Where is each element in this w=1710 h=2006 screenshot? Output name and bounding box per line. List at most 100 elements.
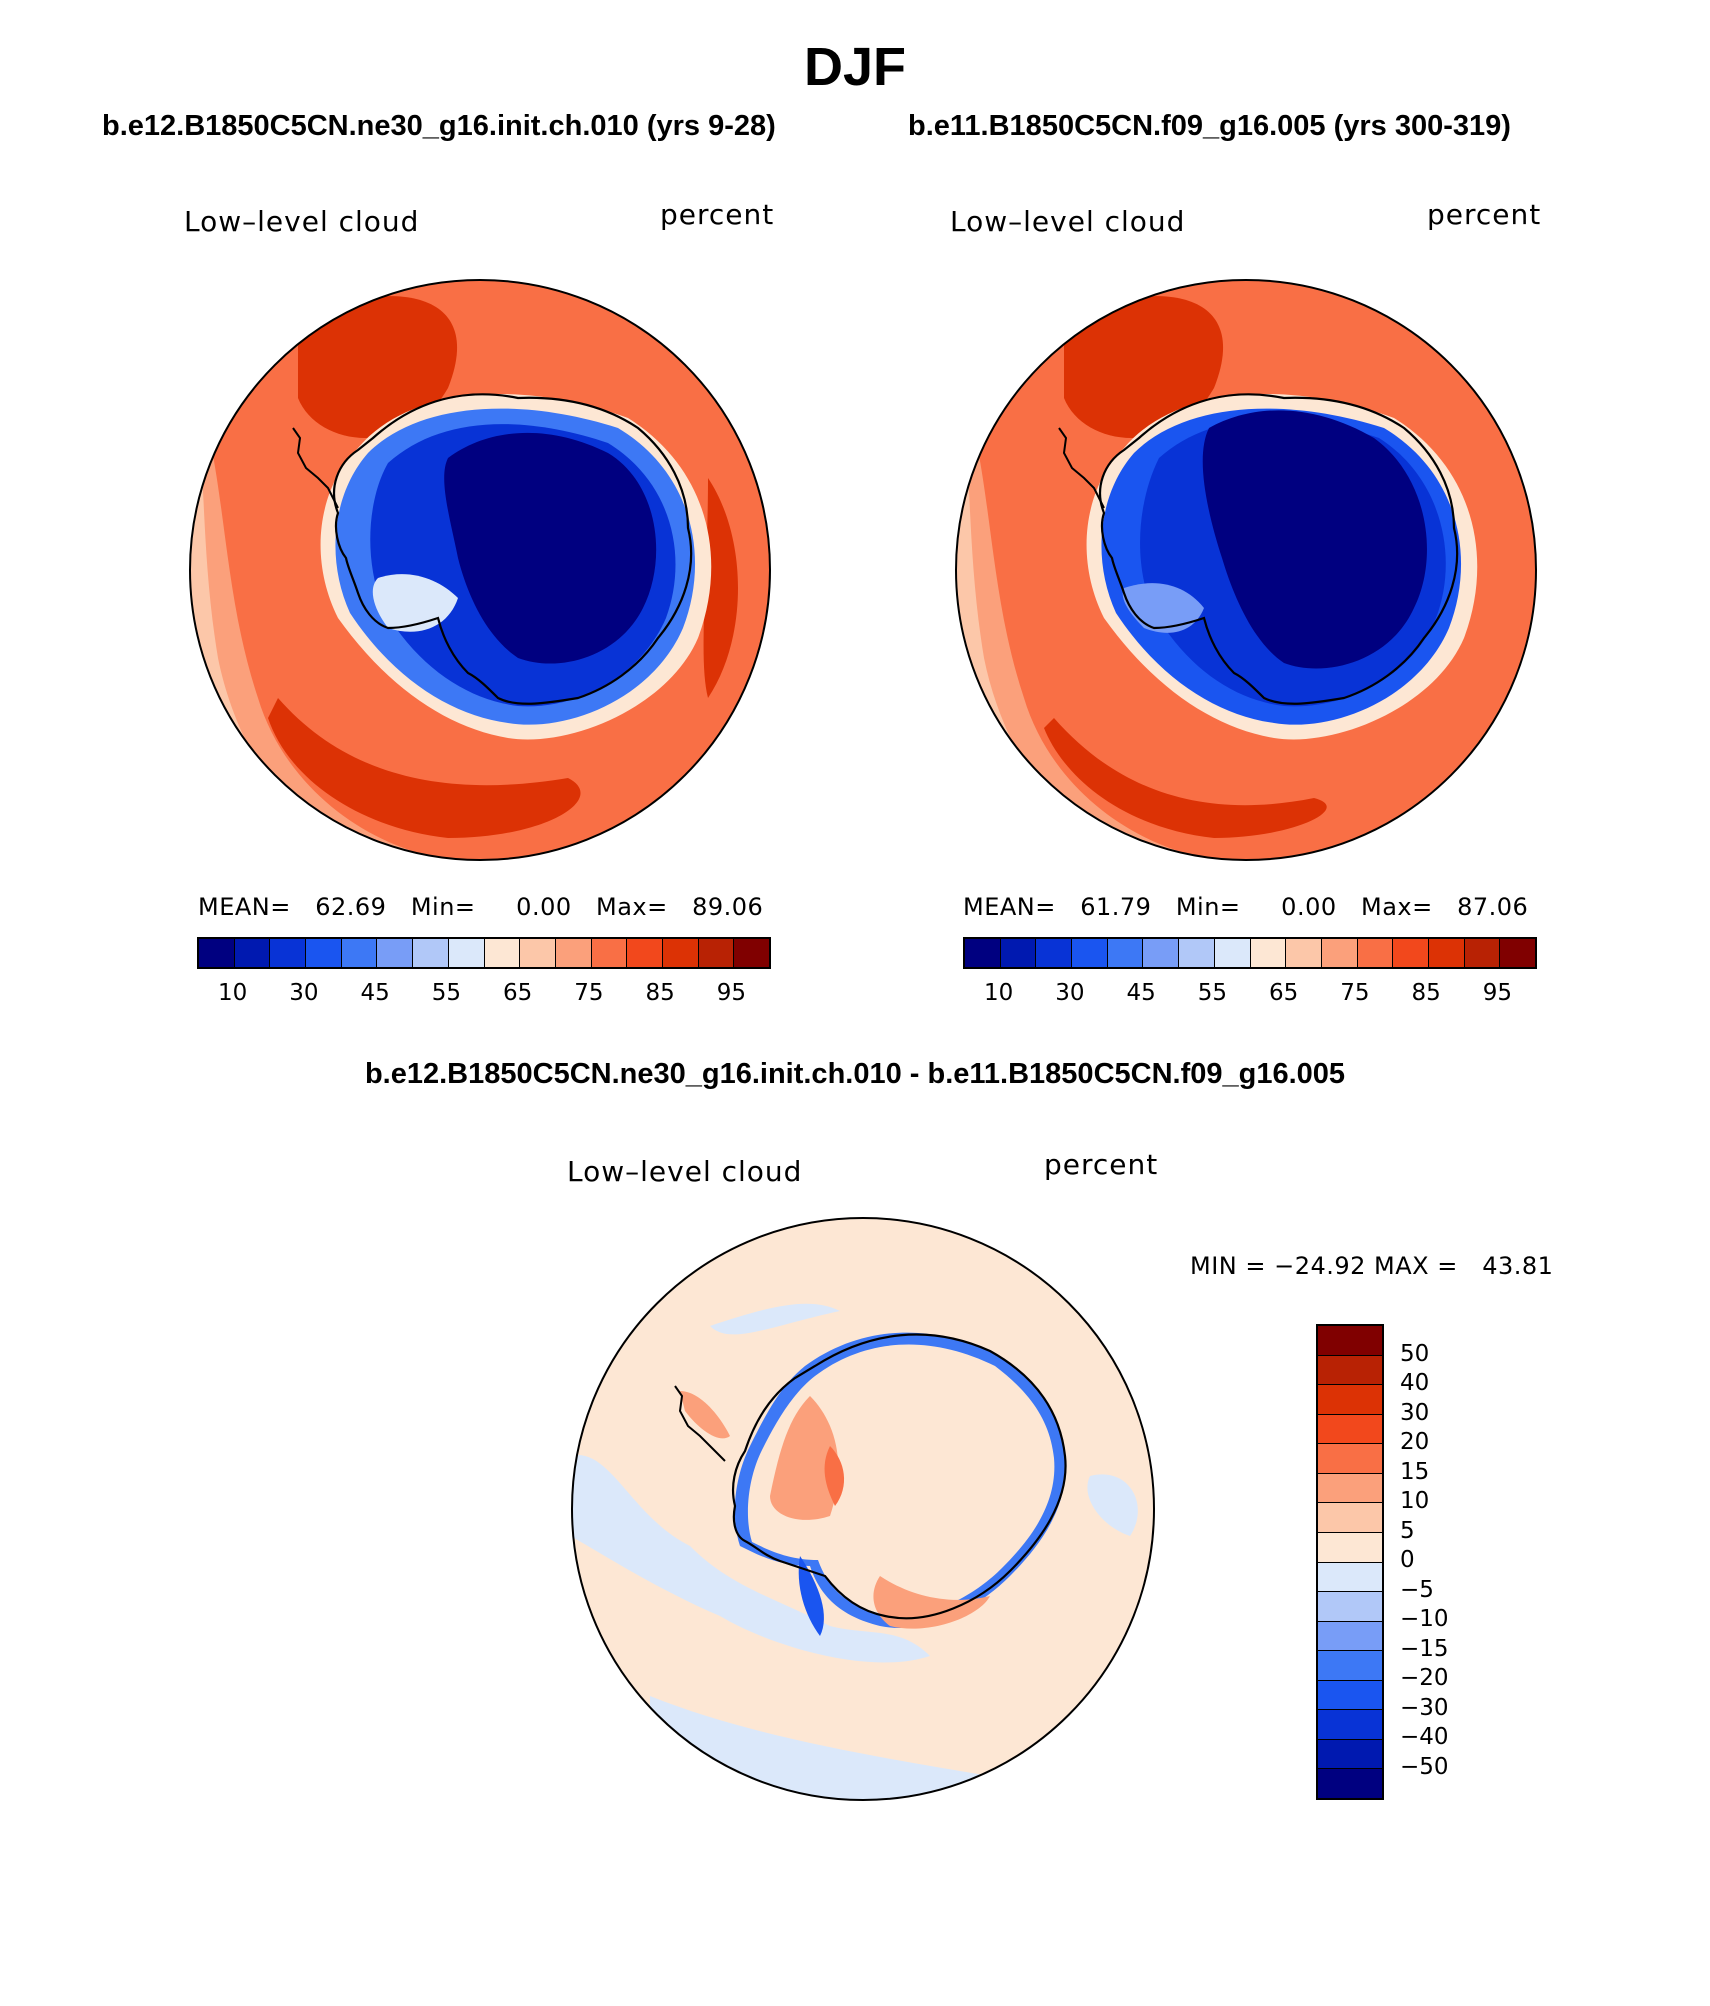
antarctic-coastline <box>1099 393 1459 705</box>
page-title: DJF <box>803 37 906 97</box>
colorbar-tick-label: 95 <box>1482 980 1513 1006</box>
map-boundary-circle <box>955 279 1537 861</box>
colorbar-swatch <box>1318 1326 1382 1356</box>
colorbar-swatch <box>1214 939 1251 967</box>
colorbar-swatch <box>627 939 663 967</box>
colorbar-tick-label: 75 <box>1340 980 1370 1006</box>
colorbar-tick-label: 10 <box>1400 1488 1430 1514</box>
left-colorbar-ticks: 10 30 45 55 65 75 85 95 <box>197 980 767 1010</box>
colorbar-swatch <box>1318 1503 1382 1533</box>
colorbar-tick-label: −20 <box>1400 1665 1449 1691</box>
colorbar-swatch <box>1318 1562 1382 1593</box>
colorbar-tick-label: 55 <box>431 980 462 1006</box>
colorbar-tick-label: 10 <box>983 980 1014 1006</box>
colorbar-swatch <box>1318 1680 1382 1711</box>
colorbar-swatch <box>555 939 592 967</box>
colorbar-swatch <box>1318 1473 1382 1504</box>
colorbar-swatch <box>1500 939 1535 967</box>
colorbar-tick-label: 15 <box>1400 1458 1430 1485</box>
peninsula-coastline <box>674 1385 726 1462</box>
difference-units-label: percent <box>1044 1148 1159 1181</box>
colorbar-swatch <box>662 939 699 967</box>
colorbar-swatch <box>1428 939 1465 967</box>
colorbar-tick-label: 85 <box>645 980 675 1006</box>
colorbar-tick-label: −40 <box>1400 1724 1449 1750</box>
antarctic-coastline <box>333 393 693 705</box>
map-boundary-circle <box>189 279 771 861</box>
left-stats: MEAN= 62.69 Min= 0.00 Max= 89.06 <box>198 893 764 921</box>
colorbar-tick-label: 45 <box>360 980 390 1006</box>
colorbar-tick-label: −15 <box>1400 1635 1449 1662</box>
colorbar-swatch <box>1286 939 1322 967</box>
right-colorbar-ticks: 10 30 45 55 65 75 85 95 <box>963 980 1533 1010</box>
colorbar-swatch <box>1321 939 1358 967</box>
colorbar-tick-label: 0 <box>1400 1547 1415 1573</box>
colorbar-swatch <box>413 939 449 967</box>
colorbar-swatch <box>1318 1769 1382 1798</box>
colorbar-tick-label: 30 <box>1400 1399 1430 1426</box>
colorbar-tick-label: 50 <box>1400 1340 1430 1367</box>
left-polar-map <box>189 279 771 861</box>
colorbar-swatch <box>1318 1739 1382 1770</box>
colorbar-swatch <box>965 939 1001 967</box>
colorbar-tick-label: 65 <box>502 980 533 1006</box>
colorbar-tick-label: 65 <box>1268 980 1299 1006</box>
difference-polar-map <box>571 1217 1155 1801</box>
colorbar-swatch <box>1357 939 1394 967</box>
right-variable-label: Low–level cloud <box>950 205 1186 238</box>
colorbar-tick-label: 95 <box>716 980 747 1006</box>
colorbar-swatch <box>234 939 271 967</box>
colorbar-tick-label: 40 <box>1400 1370 1430 1396</box>
colorbar-tick-label: 85 <box>1411 980 1441 1006</box>
colorbar-swatch <box>1318 1651 1382 1681</box>
colorbar-tick-label: −30 <box>1400 1694 1449 1721</box>
colorbar-swatch <box>1318 1592 1382 1622</box>
colorbar-tick-label: −5 <box>1400 1576 1434 1603</box>
peninsula-coastline <box>1058 427 1105 509</box>
colorbar-swatch <box>591 939 628 967</box>
colorbar-tick-label: −50 <box>1400 1753 1449 1780</box>
colorbar-swatch <box>1393 939 1429 967</box>
colorbar-swatch <box>1318 1710 1382 1740</box>
colorbar-swatch <box>1250 939 1287 967</box>
colorbar-swatch <box>1318 1385 1382 1415</box>
peninsula-coastline <box>292 427 339 509</box>
colorbar-tick-label: 75 <box>574 980 604 1006</box>
colorbar-swatch <box>484 939 521 967</box>
colorbar-swatch <box>1318 1414 1382 1445</box>
right-case-title: b.e11.B1850C5CN.f09_g16.005 (yrs 300-319… <box>908 110 1511 142</box>
colorbar-swatch <box>1143 939 1180 967</box>
difference-title: b.e12.B1850C5CN.ne30_g16.init.ch.010 - b… <box>364 1058 1346 1090</box>
colorbar-swatch <box>1318 1355 1382 1386</box>
colorbar-swatch <box>199 939 235 967</box>
colorbar-swatch <box>1464 939 1501 967</box>
map-boundary-circle <box>571 1217 1155 1801</box>
colorbar-swatch <box>1036 939 1073 967</box>
colorbar-tick-label: 30 <box>1055 980 1085 1006</box>
colorbar-swatch <box>1179 939 1215 967</box>
colorbar-tick-label: 5 <box>1400 1517 1415 1544</box>
difference-colorbar <box>1316 1324 1384 1800</box>
right-polar-map <box>955 279 1537 861</box>
antarctic-coastline <box>731 1333 1067 1620</box>
left-units-label: percent <box>660 198 775 231</box>
colorbar-tick-label: −10 <box>1400 1606 1449 1632</box>
colorbar-swatch <box>377 939 414 967</box>
colorbar-swatch <box>1072 939 1108 967</box>
difference-colorbar-labels: 50 40 30 20 15 10 5 0 −5 −10 −15 −20 −30 −40 −50 <box>1400 1324 1480 1796</box>
colorbar-swatch <box>1318 1532 1382 1563</box>
colorbar-tick-label: 55 <box>1197 980 1228 1006</box>
colorbar-tick-label: 10 <box>217 980 248 1006</box>
difference-stats: MIN = −24.92 MAX = 43.81 <box>1190 1252 1554 1280</box>
left-variable-label: Low–level cloud <box>184 205 420 238</box>
colorbar-swatch <box>306 939 342 967</box>
colorbar-swatch <box>448 939 485 967</box>
colorbar-tick-label: 30 <box>289 980 319 1006</box>
left-case-title: b.e12.B1850C5CN.ne30_g16.init.ch.010 (yr… <box>102 110 776 142</box>
difference-variable-label: Low–level cloud <box>567 1155 803 1188</box>
colorbar-swatch <box>270 939 307 967</box>
left-colorbar <box>197 937 771 969</box>
colorbar-tick-label: 20 <box>1400 1429 1430 1455</box>
colorbar-swatch <box>520 939 556 967</box>
right-stats: MEAN= 61.79 Min= 0.00 Max= 87.06 <box>963 893 1529 921</box>
